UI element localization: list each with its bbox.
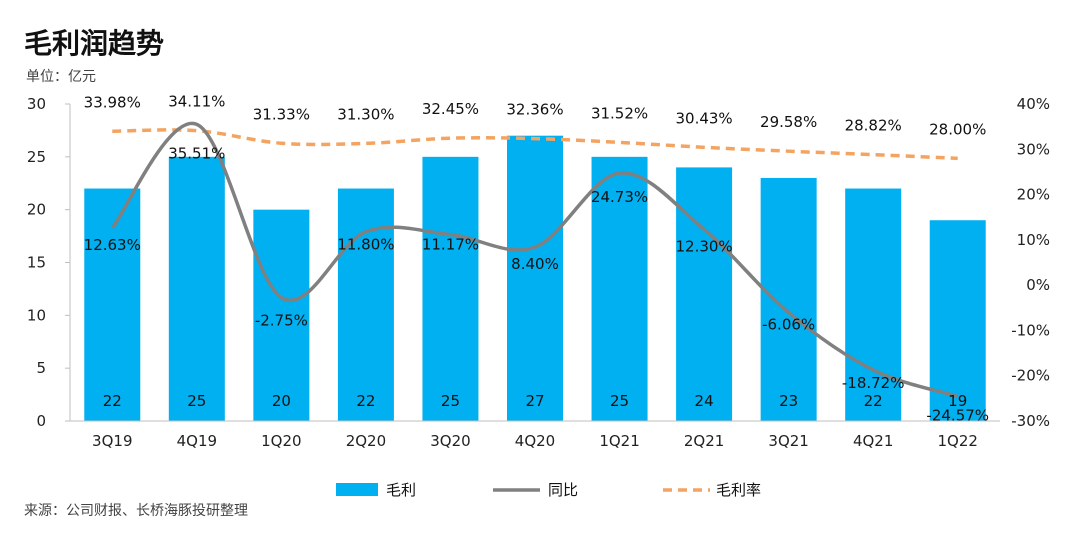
- unit-label: 单位：亿元: [26, 69, 96, 85]
- yoy-growth-label: 11.80%: [337, 236, 394, 254]
- bar-2Q21: [676, 167, 733, 421]
- yoy-growth-label: -6.06%: [762, 316, 815, 334]
- left-axis-tick-label: 30: [27, 95, 46, 113]
- gross-margin-label: 30.43%: [675, 109, 732, 127]
- source-note: 来源：公司财报、长桥海豚投研整理: [24, 503, 248, 519]
- bar-1Q21: [591, 156, 648, 422]
- bar-value-label: 20: [272, 392, 291, 410]
- yoy-growth-label: -24.57%: [926, 406, 989, 424]
- gross-margin-label: 33.98%: [84, 93, 141, 111]
- gross-margin-label: 32.36%: [506, 101, 563, 119]
- right-axis-tick-label: -10%: [1011, 321, 1050, 339]
- right-axis-tick-label: 10%: [1017, 231, 1050, 249]
- legend-label-margin: 毛利率: [716, 481, 761, 499]
- right-axis-tick-label: 30%: [1017, 140, 1050, 158]
- data-labels: 22 25 20 22 25 27 25 24 23 22 19 33.98% 34.11% 31.33%…: [84, 93, 989, 425]
- yoy-growth-label: 24.73%: [591, 188, 648, 206]
- bar-1Q22: [929, 220, 986, 421]
- yoy-growth-label: 35.51%: [168, 144, 225, 162]
- x-axis-tick-label: 4Q20: [515, 432, 555, 450]
- bar-value-label: 25: [441, 392, 460, 410]
- left-axis-tick-label: 0: [36, 412, 46, 430]
- bar-3Q20: [422, 156, 479, 422]
- x-axis-tick-label: 3Q19: [92, 432, 132, 450]
- x-axis: 3Q19 4Q19 1Q20 2Q20 3Q20 4Q20 1Q21 2Q21 3Q21 4Q21…: [70, 420, 1000, 450]
- x-axis-tick-label: 3Q20: [430, 432, 470, 450]
- gross-margin-label: 34.11%: [168, 93, 225, 111]
- x-axis-tick-label: 3Q21: [768, 432, 808, 450]
- right-axis-tick-label: 0%: [1026, 276, 1050, 294]
- x-axis-tick-label: 4Q19: [177, 432, 217, 450]
- legend: 毛利 同比 毛利率: [336, 481, 761, 499]
- gross-margin-label: 31.33%: [253, 105, 310, 123]
- x-axis-tick-label: 4Q21: [853, 432, 893, 450]
- gross-margin-label: 31.30%: [337, 105, 394, 123]
- yoy-growth-label: 12.30%: [675, 237, 732, 255]
- gross-margin-line: [112, 128, 958, 161]
- bar-value-label: 24: [695, 392, 714, 410]
- gross-margin-label: 32.45%: [422, 100, 479, 118]
- bar-value-label: 22: [356, 392, 375, 410]
- gross-margin-label: 31.52%: [591, 104, 648, 122]
- bar-1Q20: [253, 209, 310, 421]
- yoy-growth-label: 11.17%: [422, 236, 479, 254]
- bar-value-label: 27: [525, 392, 544, 410]
- legend-swatch-bar: [336, 483, 378, 496]
- x-axis-tick-label: 1Q20: [261, 432, 301, 450]
- left-axis-tick-label: 5: [36, 359, 46, 377]
- x-axis-tick-label: 1Q21: [599, 432, 639, 450]
- bar-value-label: 25: [187, 392, 206, 410]
- left-axis-tick-label: 10: [27, 306, 46, 324]
- bar-value-label: 22: [103, 392, 122, 410]
- bar-value-label: 23: [779, 392, 798, 410]
- yoy-growth-label: -2.75%: [255, 312, 308, 330]
- right-axis-tick-label: 40%: [1017, 95, 1050, 113]
- right-axis: -30% -20% -10% 0% 10% 20% 30% 40%: [1011, 95, 1050, 430]
- gross-margin-label: 28.82%: [845, 117, 902, 135]
- gross-margin-label: 28.00%: [929, 120, 986, 138]
- left-axis: 0 5 10 15 20 25 30: [27, 95, 71, 430]
- bar-4Q19: [168, 156, 225, 422]
- yoy-growth-label: 8.40%: [511, 255, 559, 273]
- right-axis-tick-label: -30%: [1011, 412, 1050, 430]
- bar-3Q21: [760, 177, 817, 421]
- legend-label-yoy: 同比: [548, 481, 578, 499]
- right-axis-tick-label: -20%: [1011, 367, 1050, 385]
- bar-2Q20: [337, 188, 394, 421]
- left-axis-tick-label: 20: [27, 201, 46, 219]
- bar-value-label: 25: [610, 392, 629, 410]
- gross-margin-label: 29.58%: [760, 113, 817, 131]
- bar-3Q19: [84, 188, 141, 421]
- x-axis-tick-label: 2Q20: [346, 432, 386, 450]
- chart-title: 毛利润趋势: [24, 27, 165, 60]
- yoy-growth-line: [110, 121, 959, 399]
- bar-4Q20: [507, 135, 563, 421]
- yoy-growth-label: 12.63%: [84, 236, 141, 254]
- x-axis-tick-label: 1Q22: [938, 432, 978, 450]
- yoy-growth-label: -18.72%: [842, 374, 905, 392]
- bar-value-label: 22: [864, 392, 883, 410]
- line-series: [110, 121, 959, 399]
- bar-4Q21: [845, 188, 902, 421]
- left-axis-tick-label: 25: [27, 148, 46, 166]
- x-axis-tick-label: 2Q21: [684, 432, 724, 450]
- legend-label-bar: 毛利: [386, 481, 416, 499]
- right-axis-tick-label: 20%: [1017, 186, 1050, 204]
- bar-value-label: 19: [948, 392, 967, 410]
- left-axis-tick-label: 15: [27, 254, 46, 272]
